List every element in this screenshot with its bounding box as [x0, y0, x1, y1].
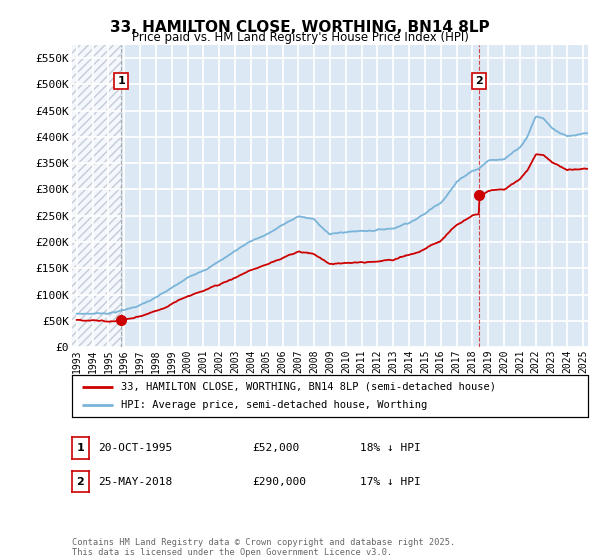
Text: 33, HAMILTON CLOSE, WORTHING, BN14 8LP (semi-detached house): 33, HAMILTON CLOSE, WORTHING, BN14 8LP (… — [121, 382, 496, 392]
Text: 18% ↓ HPI: 18% ↓ HPI — [360, 443, 421, 453]
Bar — [72, 45, 121, 347]
Text: 20-OCT-1995: 20-OCT-1995 — [98, 443, 172, 453]
Text: 33, HAMILTON CLOSE, WORTHING, BN14 8LP: 33, HAMILTON CLOSE, WORTHING, BN14 8LP — [110, 20, 490, 35]
Text: 1: 1 — [77, 443, 84, 453]
Text: 2: 2 — [475, 76, 482, 86]
Text: 2: 2 — [77, 477, 84, 487]
Text: 1: 1 — [117, 76, 125, 86]
Text: HPI: Average price, semi-detached house, Worthing: HPI: Average price, semi-detached house,… — [121, 400, 427, 410]
Text: Price paid vs. HM Land Registry's House Price Index (HPI): Price paid vs. HM Land Registry's House … — [131, 31, 469, 44]
Text: 25-MAY-2018: 25-MAY-2018 — [98, 477, 172, 487]
Text: £290,000: £290,000 — [252, 477, 306, 487]
Text: Contains HM Land Registry data © Crown copyright and database right 2025.
This d: Contains HM Land Registry data © Crown c… — [72, 538, 455, 557]
Text: £52,000: £52,000 — [252, 443, 299, 453]
Text: 17% ↓ HPI: 17% ↓ HPI — [360, 477, 421, 487]
